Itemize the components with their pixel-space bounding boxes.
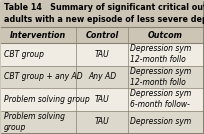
Text: Outcom: Outcom	[148, 31, 183, 40]
Text: Depression sym
12-month follo: Depression sym 12-month follo	[130, 44, 192, 64]
Text: Problem solving
group: Problem solving group	[4, 112, 65, 132]
Text: Control: Control	[85, 31, 119, 40]
Text: Depression sym: Depression sym	[130, 117, 192, 126]
Text: Any AD: Any AD	[88, 72, 116, 81]
Bar	[1, 66, 203, 88]
Text: CBT group + any AD: CBT group + any AD	[4, 72, 83, 81]
Text: Depression sym
12-month follo: Depression sym 12-month follo	[130, 67, 192, 87]
Text: CBT group: CBT group	[4, 50, 44, 59]
Bar	[1, 1, 203, 27]
Text: Table 14   Summary of significant critical outcomes at longe
adults with a new e: Table 14 Summary of significant critical…	[4, 3, 204, 24]
Text: Problem solving group: Problem solving group	[4, 95, 90, 104]
Text: TAU: TAU	[95, 50, 109, 59]
Text: TAU: TAU	[95, 117, 109, 126]
Bar	[1, 43, 203, 66]
Bar	[1, 88, 203, 111]
Text: Depression sym
6-month follow-: Depression sym 6-month follow-	[130, 89, 192, 109]
Text: Intervention: Intervention	[10, 31, 67, 40]
Bar	[1, 111, 203, 133]
Text: TAU: TAU	[95, 95, 109, 104]
Bar	[1, 27, 203, 43]
